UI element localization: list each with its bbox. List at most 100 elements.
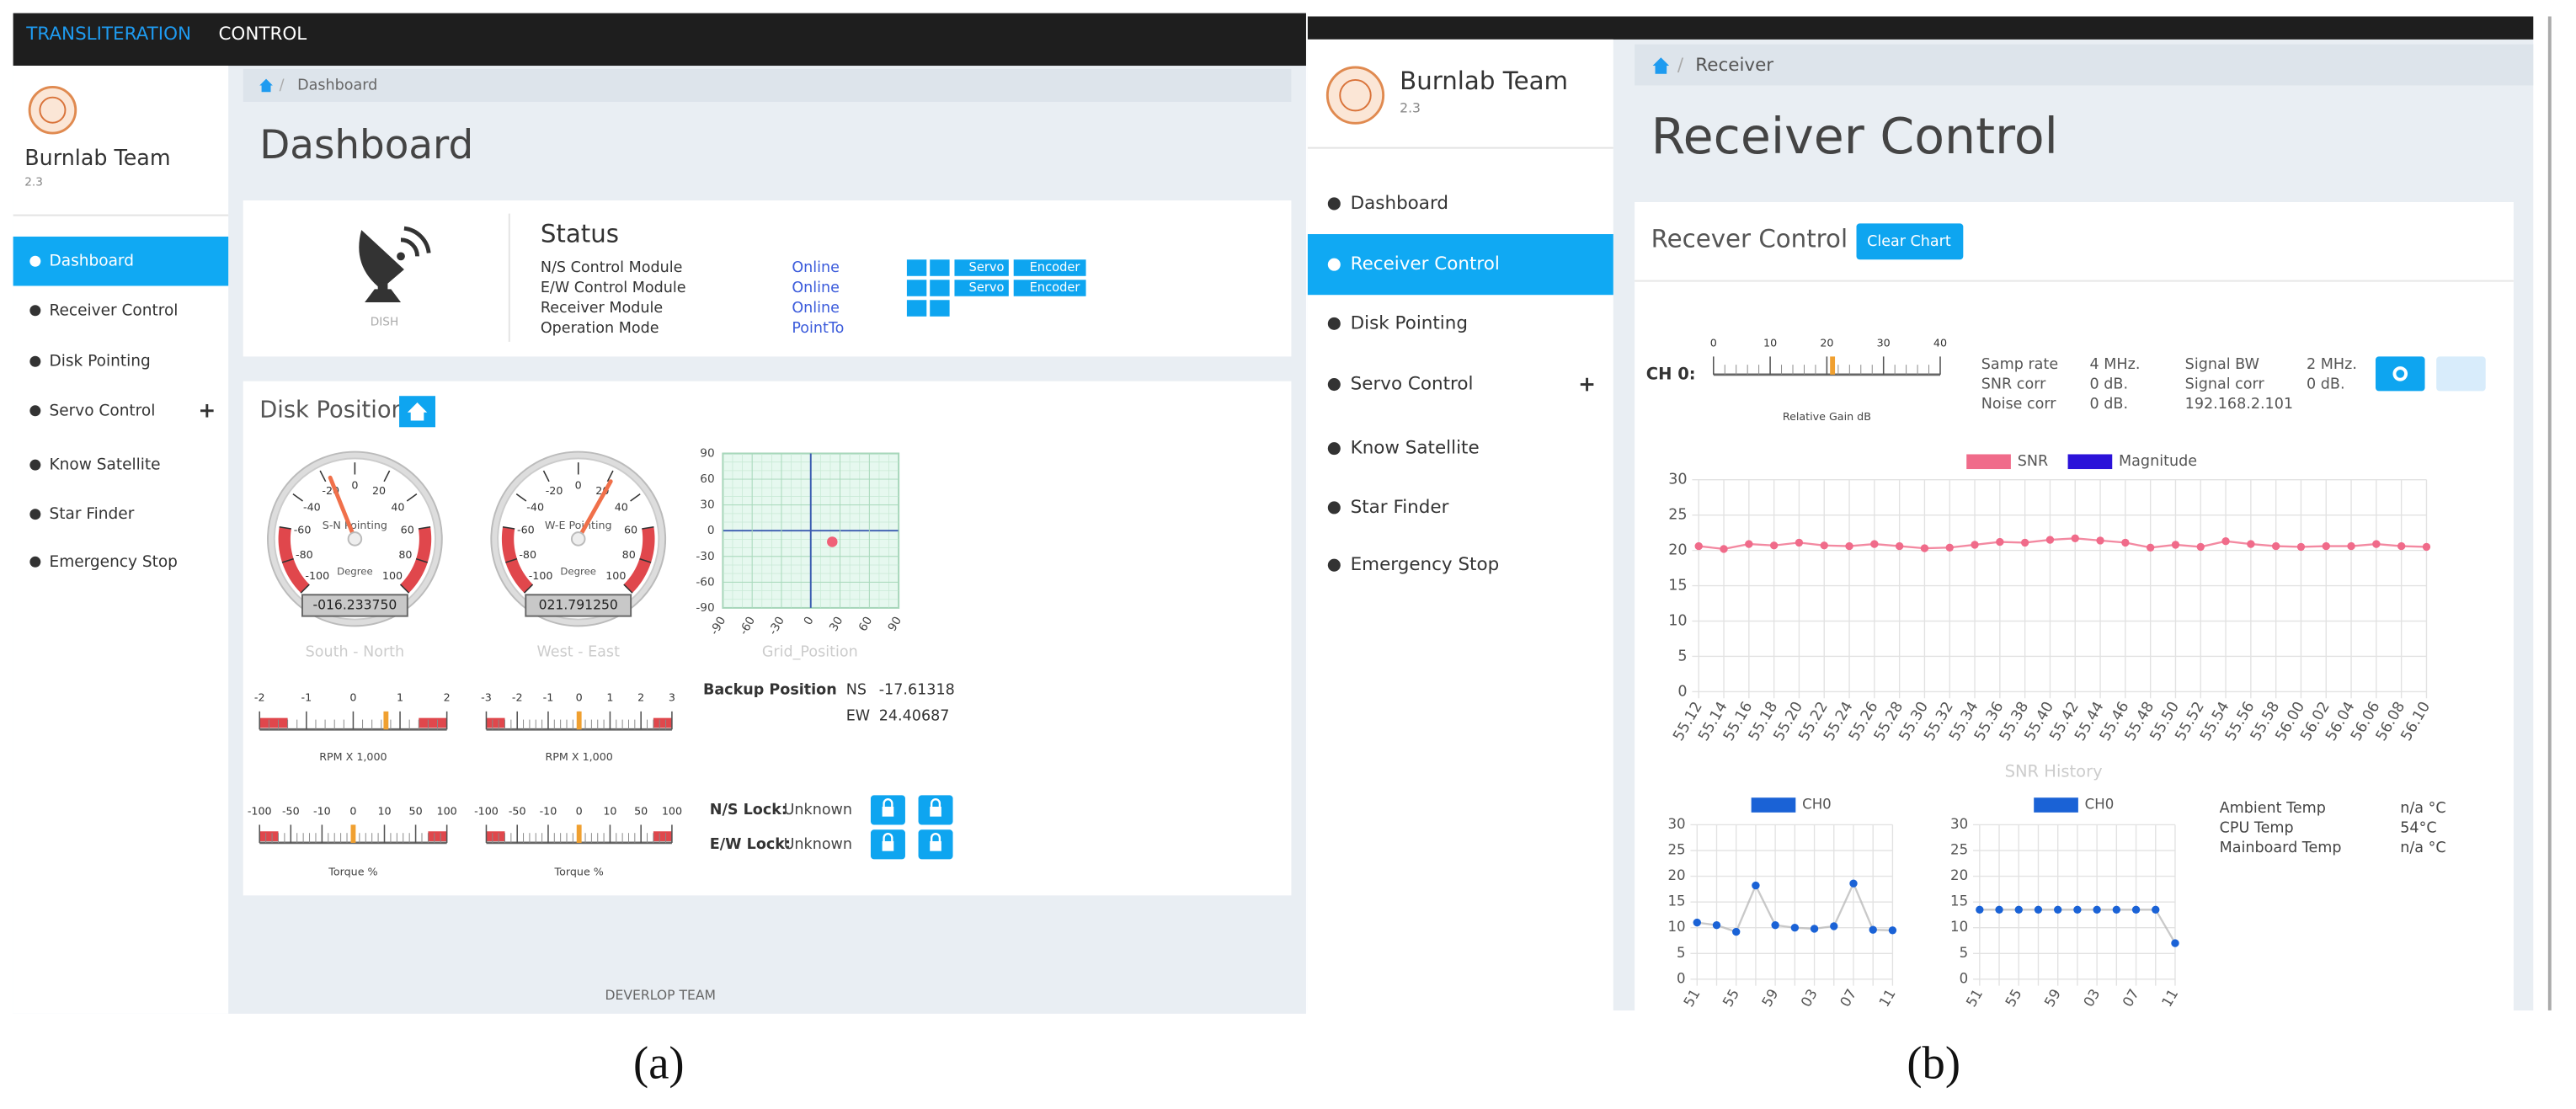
y-tick-label: 90 <box>700 447 714 461</box>
nav-item[interactable]: Disk Pointing <box>50 353 151 371</box>
meter-tick-label: 2 <box>637 691 644 704</box>
point <box>1888 926 1897 935</box>
meter-label: Torque % <box>328 866 377 878</box>
channel-label: CH 0: <box>1646 364 1696 383</box>
nav-item[interactable]: Star Finder <box>1351 497 1449 518</box>
x-tick-label: 60 <box>856 615 876 634</box>
icon-button[interactable] <box>930 300 950 317</box>
meter-tick-label: 10 <box>1763 336 1777 349</box>
caption: (a) <box>633 1037 685 1089</box>
button[interactable] <box>954 259 1009 276</box>
y-tick-label: 10 <box>1668 613 1687 630</box>
nav-item[interactable]: Receiver Control <box>50 301 179 319</box>
gauge-readout: -016.233750 <box>312 597 397 612</box>
gauge-tick <box>406 493 418 502</box>
y-tick-label: 0 <box>1677 970 1686 986</box>
point <box>2347 541 2355 551</box>
nav-active[interactable] <box>1307 234 1613 296</box>
disabled-button[interactable] <box>2436 356 2486 392</box>
gauge-tick-label: -100 <box>529 569 553 582</box>
gauge-tick <box>542 470 550 483</box>
breadcrumb: Dashboard <box>297 77 377 93</box>
gauge-tick-label: 40 <box>615 500 628 513</box>
gauge-tick-label: -80 <box>519 548 536 561</box>
nav-item[interactable]: Disk Pointing <box>1351 312 1468 333</box>
gauge-tick-label: 20 <box>372 484 386 497</box>
meter-red-zone <box>653 717 672 728</box>
icon-button[interactable] <box>930 280 950 296</box>
logo-inner <box>39 96 67 124</box>
card-title: Disk Position <box>259 397 406 423</box>
version: 2.3 <box>24 176 43 189</box>
gauge-needle <box>576 479 613 541</box>
gauge-tick <box>383 470 391 483</box>
button[interactable] <box>1013 259 1086 276</box>
point <box>1769 541 1779 550</box>
lock-icon <box>882 806 894 817</box>
settings-button[interactable] <box>2375 356 2425 392</box>
gauge-needle <box>328 475 357 541</box>
nav-item[interactable]: Servo Control <box>1351 374 1474 395</box>
point <box>1732 927 1741 936</box>
temp-label: Ambient Temp <box>2220 800 2326 817</box>
gauge-tick-label: 60 <box>624 524 637 536</box>
nav-item[interactable]: Receiver Control <box>1351 253 1500 275</box>
button-label[interactable]: Encoder <box>1030 280 1081 295</box>
point <box>1810 925 1819 933</box>
x-tick-label: 30 <box>827 615 846 634</box>
clear-button-label[interactable]: Clear Chart <box>1867 233 1951 250</box>
nav-item[interactable]: Emergency Stop <box>50 553 178 571</box>
meter-tick-label: 0 <box>1710 336 1717 349</box>
point <box>1996 537 2004 547</box>
point <box>1771 920 1779 930</box>
legend-swatch <box>2067 454 2113 470</box>
meter-red-zone <box>259 831 279 841</box>
separator: / <box>1677 55 1684 76</box>
y-tick-label: 15 <box>1950 893 1968 909</box>
icon-button[interactable] <box>906 280 927 296</box>
gauge-title: W-E Pointing <box>545 519 612 531</box>
button-label[interactable]: Encoder <box>1030 260 1081 275</box>
lock-icon <box>882 840 894 851</box>
nav-active[interactable] <box>13 236 229 286</box>
meter-tick-label: 100 <box>437 804 457 817</box>
nav-item[interactable]: Dashboard <box>1351 193 1448 214</box>
nav-item[interactable]: Know Satellite <box>1351 438 1480 459</box>
y-tick-label: 30 <box>700 499 714 512</box>
gauge-tick-label: 100 <box>605 569 626 582</box>
point <box>1849 879 1858 888</box>
icon-button[interactable] <box>930 259 950 276</box>
meter-tick-label: -2 <box>254 691 265 704</box>
button-label[interactable]: Servo <box>969 260 1005 275</box>
point <box>2034 905 2043 914</box>
meter-tick-label: -3 <box>481 691 492 704</box>
gauge-tick <box>281 557 294 563</box>
point <box>2171 939 2179 947</box>
nav-item[interactable]: Emergency Stop <box>1351 554 1500 575</box>
meter-red-zone <box>653 831 672 841</box>
gauge-tick-label: 0 <box>575 478 582 491</box>
point <box>1693 918 1701 927</box>
nav-item[interactable]: Dashboard <box>50 253 134 270</box>
nav-item[interactable]: Star Finder <box>50 505 135 523</box>
icon-button[interactable] <box>906 259 927 276</box>
nav-item[interactable]: Know Satellite <box>50 456 161 474</box>
icon-button[interactable] <box>906 300 927 317</box>
gauge-tick <box>623 584 633 594</box>
button-label[interactable]: Servo <box>969 280 1005 295</box>
clear-button[interactable] <box>1856 223 1964 260</box>
button[interactable] <box>1013 280 1086 296</box>
button[interactable] <box>954 280 1009 296</box>
gauge-tick <box>630 493 641 502</box>
meter-tick-label: 50 <box>409 804 423 817</box>
meter-tick-label: 10 <box>603 804 616 817</box>
meter-label: RPM X 1,000 <box>319 750 387 763</box>
gauge-title: S-N Pointing <box>323 519 387 531</box>
gear-icon <box>2392 366 2408 381</box>
gauge-tick-label: -60 <box>517 524 535 536</box>
logo <box>1325 66 1385 125</box>
nav-item[interactable]: Servo Control <box>50 402 156 419</box>
status-value: Online <box>792 259 840 276</box>
ip-address: 192.168.2.101 <box>2185 396 2293 413</box>
meter-tick-label: -50 <box>282 804 300 817</box>
